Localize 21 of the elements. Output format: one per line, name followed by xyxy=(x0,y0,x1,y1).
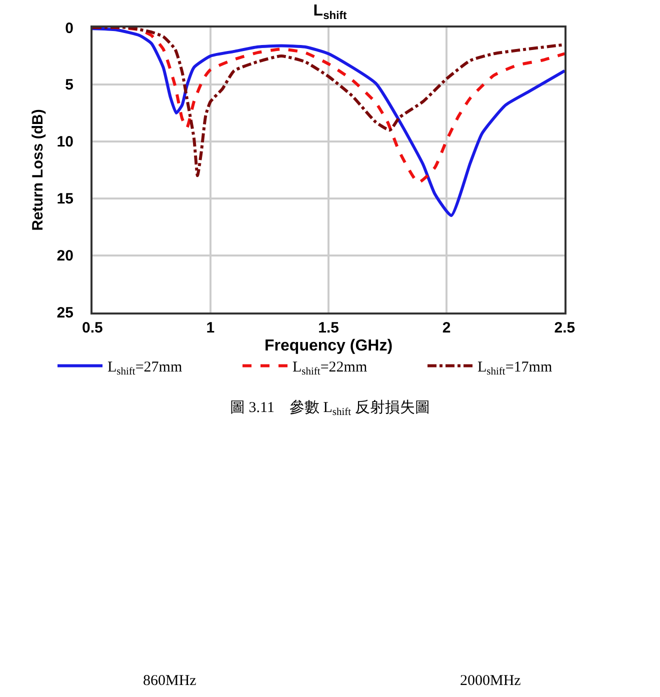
y-tick-label: 25 xyxy=(56,304,74,322)
x-axis-title: Frequency (GHz) xyxy=(264,338,393,355)
x-tick-label: 2.5 xyxy=(554,319,576,336)
y-tick-label: 0 xyxy=(65,20,74,37)
y-axis-title: Return Loss (dB) xyxy=(29,109,46,231)
y-tick-label: 10 xyxy=(56,134,74,151)
y-tick-label: 5 xyxy=(65,76,74,94)
text: 2000MHz xyxy=(460,673,522,689)
y-tick-label: 20 xyxy=(56,248,74,265)
chart-title: L$_{shift}$ xyxy=(313,2,347,22)
text: 860MHz xyxy=(143,673,197,689)
x-tick-label: 1 xyxy=(206,319,215,336)
x-tick-label: 2 xyxy=(442,319,451,336)
legend-label: L$_{shift}$=17mm xyxy=(478,360,552,378)
legend-label: L$_{shift}$=22mm xyxy=(292,360,368,378)
caption: 圖 3.11 參數 L$_{shift}$ 反射損失圖 xyxy=(230,399,430,418)
x-tick-label: 1.5 xyxy=(318,319,339,336)
legend-label: L$_{shift}$=27mm xyxy=(108,360,182,378)
line-series xyxy=(92,28,565,218)
y-tick-label: 15 xyxy=(56,190,74,208)
x-tick-label: 0.5 xyxy=(82,319,103,336)
